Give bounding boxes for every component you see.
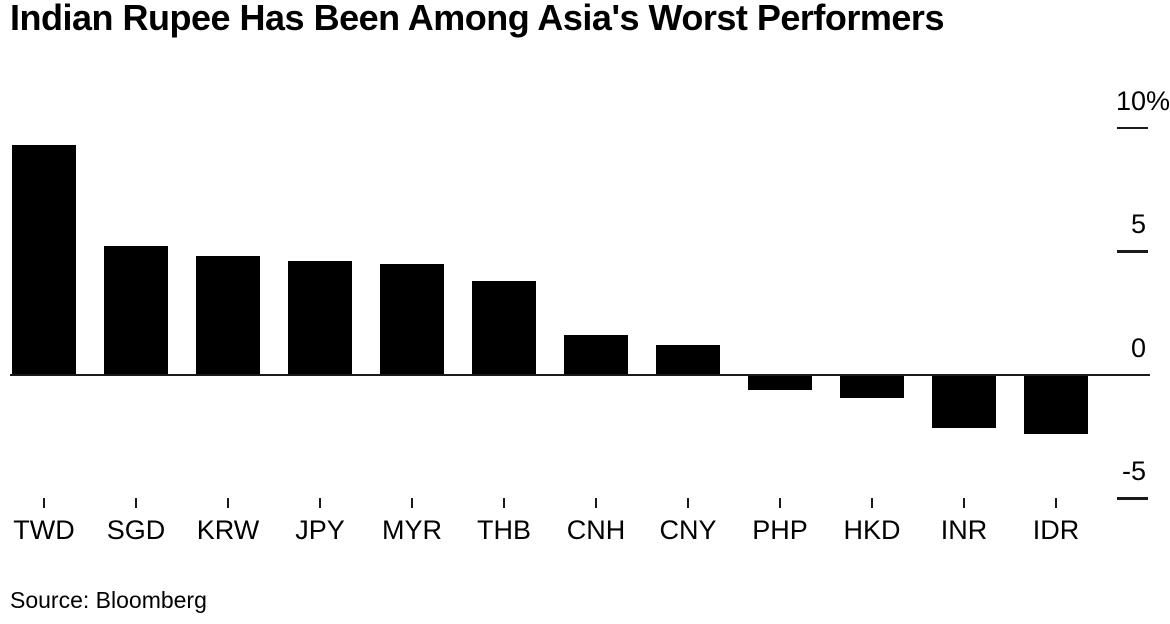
y-tick-label-10: 10%	[1115, 85, 1170, 116]
x-tick-krw	[226, 498, 230, 508]
x-tick-twd	[42, 498, 46, 508]
x-axis-label-myr: MYR	[382, 515, 442, 545]
bar-thb	[472, 280, 536, 376]
bar-cny	[656, 345, 720, 376]
bar-krw	[196, 256, 260, 376]
x-tick-sgd	[134, 498, 138, 508]
x-axis-label-idr: IDR	[1032, 515, 1080, 545]
bar-hkd	[840, 373, 904, 399]
x-axis-label-cnh: CNH	[566, 515, 626, 545]
x-tick-cnh	[594, 498, 598, 508]
y-tick-label-0: 0	[1130, 332, 1146, 363]
percent-sign: %	[1146, 85, 1170, 116]
x-tick-idr	[1054, 498, 1058, 508]
y-tick-5	[1117, 250, 1148, 253]
bar-inr	[932, 373, 996, 428]
bar-cnh	[564, 335, 628, 376]
x-tick-php	[778, 498, 782, 508]
bar-php	[748, 373, 812, 390]
x-tick-hkd	[870, 498, 874, 508]
y-tick-label-5: 5	[1130, 209, 1146, 240]
x-axis-label-jpy: JPY	[295, 515, 345, 545]
chart-title: Indian Rupee Has Been Among Asia's Worst…	[10, 0, 944, 38]
y-tick--5	[1117, 497, 1148, 500]
bar-twd	[12, 145, 76, 376]
source-label: Source: Bloomberg	[10, 587, 207, 613]
bar-sgd	[104, 246, 168, 376]
x-axis-label-krw: KRW	[196, 515, 260, 545]
x-axis-label-thb: THB	[477, 515, 531, 545]
x-tick-cny	[686, 498, 690, 508]
x-axis-label-twd: TWD	[13, 515, 75, 545]
bar-idr	[1024, 373, 1088, 435]
y-tick-10	[1117, 126, 1148, 130]
x-tick-inr	[962, 498, 966, 508]
x-axis-label-sgd: SGD	[106, 515, 166, 545]
x-tick-myr	[410, 498, 414, 508]
x-tick-thb	[502, 498, 506, 508]
bar-jpy	[288, 261, 352, 376]
x-axis-label-hkd: HKD	[843, 515, 901, 545]
x-tick-jpy	[318, 498, 322, 508]
y-tick-label--5: -5	[1121, 456, 1146, 487]
x-axis-label-inr: INR	[940, 515, 988, 545]
x-axis-label-php: PHP	[752, 515, 808, 545]
bar-myr	[380, 263, 444, 376]
zero-axis-line	[10, 373, 1150, 376]
x-axis-label-cny: CNY	[659, 515, 717, 545]
